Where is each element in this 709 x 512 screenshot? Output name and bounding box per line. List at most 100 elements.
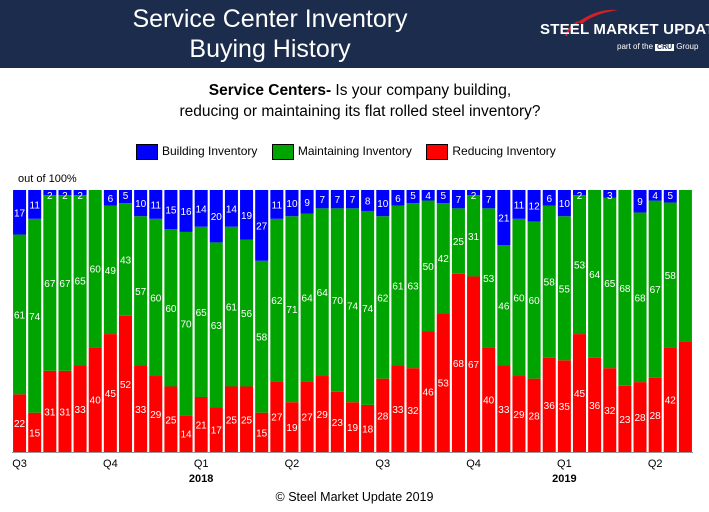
x-tick-label: Q2 — [648, 458, 663, 470]
bar-building — [43, 190, 57, 196]
x-year-label: 2019 — [552, 473, 576, 485]
bar-reducing — [134, 365, 148, 452]
bar-maintaining — [512, 218, 526, 377]
bar-maintaining — [103, 205, 117, 335]
bar-maintaining — [285, 216, 299, 403]
data-label-reducing: 23 — [619, 415, 631, 426]
survey-question: Service Centers- Is your company buildin… — [60, 80, 660, 122]
bar-reducing — [58, 370, 72, 452]
data-label-maintaining: 70 — [332, 296, 344, 307]
data-label-maintaining: 60 — [513, 293, 525, 304]
bar-maintaining — [361, 210, 375, 405]
bar-reducing — [467, 276, 481, 452]
bar-building — [58, 190, 72, 196]
bar-reducing — [572, 334, 587, 452]
bar-reducing — [118, 315, 133, 452]
data-label-building: 5 — [441, 191, 447, 202]
bar-reducing — [28, 412, 42, 452]
bar-maintaining — [391, 205, 405, 366]
bar-reducing — [300, 381, 314, 452]
bar-maintaining — [603, 197, 617, 369]
data-label-reducing: 27 — [302, 413, 314, 424]
bar-building — [270, 190, 284, 219]
bar-reducing — [361, 404, 375, 452]
bar-reducing — [194, 396, 208, 452]
data-label-building: 3 — [607, 191, 613, 202]
bar-reducing — [527, 378, 541, 452]
data-label-maintaining: 60 — [165, 304, 177, 315]
data-label-maintaining: 53 — [483, 274, 495, 285]
bar-maintaining — [572, 195, 587, 335]
bar-building — [436, 190, 450, 204]
bar-reducing — [209, 407, 223, 452]
data-label-building: 10 — [135, 199, 147, 210]
bar-building — [28, 190, 42, 219]
data-label-maintaining: 63 — [407, 282, 419, 293]
data-label-building: 21 — [498, 214, 510, 225]
bar-building — [255, 190, 269, 261]
data-label-building: 5 — [668, 191, 674, 202]
bar-maintaining — [58, 195, 72, 371]
data-label-maintaining: 64 — [302, 293, 314, 304]
legend-swatch-reducing — [426, 143, 449, 160]
bar-reducing — [497, 365, 511, 452]
bar-building — [572, 190, 587, 196]
bar-building — [103, 190, 117, 206]
data-label-building: 6 — [546, 194, 552, 205]
question-line-1: Is your company building, — [331, 82, 512, 99]
bar-maintaining — [376, 216, 390, 379]
bar-maintaining — [633, 212, 647, 383]
bar-building — [557, 190, 571, 217]
bar-reducing — [406, 368, 420, 452]
bar-building — [482, 190, 496, 209]
bar-reducing — [376, 378, 390, 452]
data-label-reducing: 45 — [105, 389, 117, 400]
data-label-reducing: 32 — [604, 406, 616, 417]
bar-reducing — [164, 386, 178, 452]
bar-maintaining — [224, 226, 238, 387]
bar-reducing — [663, 347, 677, 452]
bar-building — [603, 190, 617, 198]
x-tick-label: Q4 — [103, 458, 118, 470]
bar-building — [663, 190, 677, 203]
bar-building — [406, 190, 420, 204]
data-label-maintaining: 56 — [241, 309, 253, 320]
brand-sub-suffix: Group — [676, 42, 699, 51]
x-year-label: 2018 — [189, 473, 213, 485]
question-bold: Service Centers- — [208, 82, 332, 99]
data-label-building: 10 — [286, 199, 298, 210]
data-label-maintaining: 71 — [286, 305, 298, 316]
x-tick-label: Q1 — [194, 458, 209, 470]
bar-building — [527, 190, 541, 222]
bar-building — [497, 190, 511, 246]
data-label-maintaining: 58 — [665, 271, 677, 282]
bar-building — [149, 190, 163, 219]
data-label-building: 7 — [456, 195, 462, 206]
bar-maintaining — [88, 190, 102, 348]
bar-maintaining — [678, 190, 692, 342]
x-tick-label: Q3 — [375, 458, 390, 470]
bar-reducing — [270, 381, 284, 452]
data-label-reducing: 25 — [226, 415, 238, 426]
data-label-building: 9 — [304, 198, 310, 209]
bar-building — [648, 190, 662, 201]
title-line-2: Buying History — [189, 35, 351, 63]
data-label-reducing: 46 — [423, 388, 435, 399]
data-label-reducing: 21 — [196, 420, 208, 431]
data-label-maintaining: 64 — [317, 288, 329, 299]
bar-reducing — [618, 385, 632, 452]
bar-building — [451, 190, 465, 209]
data-label-reducing: 53 — [438, 379, 450, 390]
data-label-reducing: 17 — [211, 426, 223, 437]
data-label-maintaining: 74 — [29, 312, 41, 323]
bar-reducing — [542, 357, 556, 452]
bar-reducing — [330, 391, 344, 452]
data-label-maintaining: 63 — [211, 321, 223, 332]
data-label-reducing: 42 — [665, 396, 677, 407]
data-label-reducing: 22 — [14, 419, 26, 430]
data-label-maintaining: 61 — [226, 303, 238, 314]
data-label-maintaining: 60 — [150, 293, 162, 304]
data-label-maintaining: 67 — [59, 279, 71, 290]
data-label-reducing: 40 — [483, 396, 495, 407]
data-label-reducing: 31 — [59, 407, 71, 418]
